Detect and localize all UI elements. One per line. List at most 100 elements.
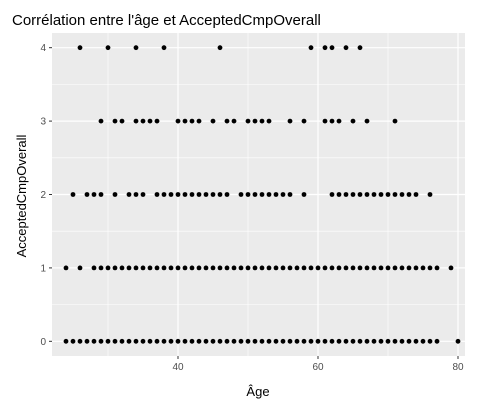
data-point [133, 338, 139, 344]
data-point [287, 338, 293, 344]
data-point [245, 338, 251, 344]
data-point [119, 338, 125, 344]
data-point [245, 118, 251, 124]
data-point [252, 338, 258, 344]
data-point [175, 265, 181, 271]
data-point [301, 338, 307, 344]
data-point [308, 338, 314, 344]
data-point [147, 338, 153, 344]
data-point [105, 45, 111, 51]
data-point [427, 338, 433, 344]
data-point [336, 265, 342, 271]
data-point [371, 265, 377, 271]
data-point [329, 338, 335, 344]
data-point [154, 265, 160, 271]
data-point [378, 338, 384, 344]
data-point [392, 192, 398, 197]
data-point [238, 265, 244, 271]
data-point [287, 192, 293, 197]
data-point [133, 265, 139, 271]
data-point [175, 192, 181, 197]
data-point [364, 192, 370, 197]
data-point [105, 338, 111, 344]
data-point [266, 118, 272, 124]
data-point [196, 265, 202, 271]
data-point [203, 265, 209, 271]
data-point [140, 118, 146, 124]
data-point [224, 118, 230, 124]
data-point [154, 192, 160, 197]
data-point [133, 118, 139, 124]
data-point [273, 192, 279, 197]
data-point [140, 265, 146, 271]
data-point [210, 192, 216, 197]
data-point [175, 118, 181, 124]
data-point [147, 265, 153, 271]
chart-title: Corrélation entre l'âge et AcceptedCmpOv… [12, 12, 321, 29]
data-point [245, 265, 251, 271]
data-point [301, 265, 307, 271]
data-point [217, 338, 223, 344]
data-point [98, 118, 104, 124]
data-point [189, 192, 195, 197]
data-point [231, 265, 237, 271]
data-point [126, 265, 132, 271]
data-point [308, 45, 314, 51]
data-point [308, 265, 314, 271]
data-point [280, 192, 286, 197]
data-point [266, 265, 272, 271]
data-point [224, 192, 230, 197]
y-tick-label: 0 [40, 337, 46, 348]
data-point [287, 265, 293, 271]
data-point [385, 192, 391, 197]
data-point [224, 338, 230, 344]
data-point [84, 192, 90, 197]
data-point [112, 265, 118, 271]
data-point [420, 265, 426, 271]
data-point [350, 265, 356, 271]
data-point [357, 338, 363, 344]
data-point [392, 118, 398, 124]
x-tick-label: 60 [312, 362, 324, 373]
data-point [322, 45, 328, 51]
y-axis-title: AcceptedCmpOverall [14, 134, 29, 257]
data-point [301, 192, 307, 197]
data-point [357, 265, 363, 271]
data-point [336, 192, 342, 197]
data-point [238, 192, 244, 197]
data-point [378, 192, 384, 197]
data-point [98, 265, 104, 271]
data-point [399, 265, 405, 271]
data-point [98, 338, 104, 344]
data-point [161, 45, 167, 51]
data-point [252, 265, 258, 271]
data-point [427, 192, 433, 197]
data-point [63, 338, 69, 344]
data-point [147, 118, 153, 124]
data-point [280, 338, 286, 344]
data-point [112, 192, 118, 197]
data-point [385, 338, 391, 344]
data-point [77, 45, 83, 51]
data-point [259, 265, 265, 271]
data-point [413, 265, 419, 271]
data-point [217, 265, 223, 271]
x-axis: 40 60 80 [172, 356, 464, 373]
data-point [273, 265, 279, 271]
data-point [343, 338, 349, 344]
data-point [168, 192, 174, 197]
data-point [245, 192, 251, 197]
data-point [112, 338, 118, 344]
data-point [70, 192, 76, 197]
data-point [350, 338, 356, 344]
data-point [343, 192, 349, 197]
data-point [322, 338, 328, 344]
data-point [224, 265, 230, 271]
data-point [252, 118, 258, 124]
data-point [231, 118, 237, 124]
y-tick-label: 3 [40, 117, 46, 128]
y-tick-label: 2 [40, 190, 46, 201]
data-point [133, 192, 139, 197]
data-point [315, 265, 321, 271]
data-point [434, 338, 440, 344]
